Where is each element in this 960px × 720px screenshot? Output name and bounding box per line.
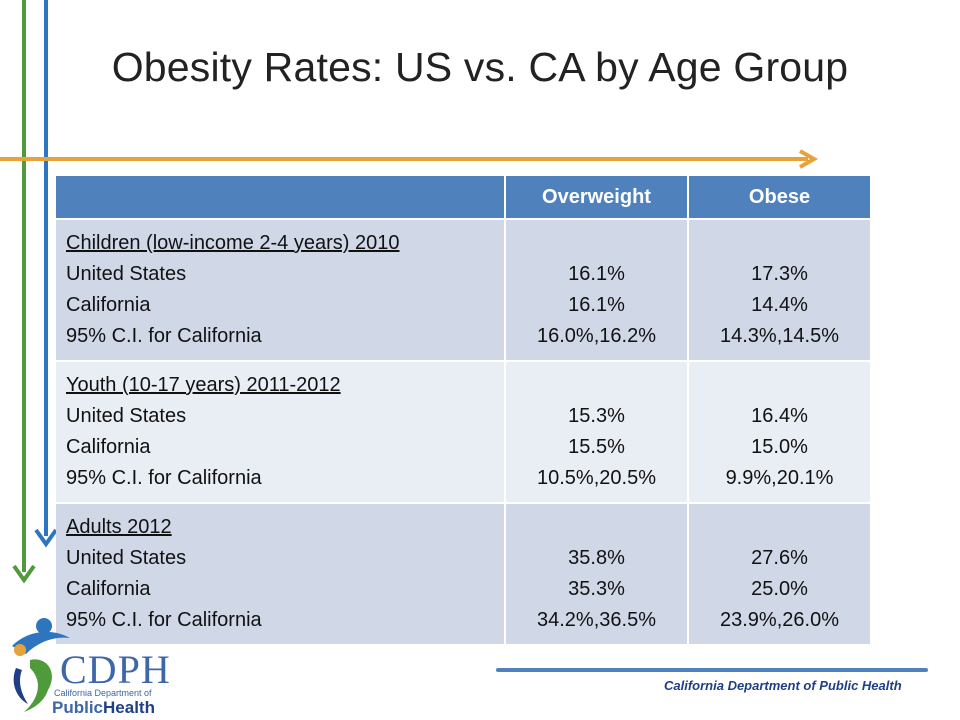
row-label: United States bbox=[66, 263, 187, 285]
row-label: United States bbox=[66, 405, 187, 427]
value: 35.3% bbox=[568, 578, 625, 600]
group-heading: Children (low-income 2-4 years) 2010 bbox=[66, 232, 400, 254]
value: 25.0% bbox=[751, 578, 808, 600]
value: 16.0%,16.2% bbox=[537, 325, 656, 347]
public-health-wordmark: PublicHealth bbox=[52, 698, 155, 718]
obese-cell: 16.4% 15.0% 9.9%,20.1% bbox=[688, 360, 872, 503]
blue-arrow-head bbox=[34, 528, 58, 548]
cdph-wordmark: CDPH bbox=[60, 647, 171, 692]
value: 16.1% bbox=[568, 294, 625, 316]
overweight-cell: 15.3% 15.5% 10.5%,20.5% bbox=[505, 360, 689, 503]
green-arrow-head bbox=[12, 564, 36, 584]
value: 15.5% bbox=[568, 436, 625, 458]
overweight-cell: 35.8% 35.3% 34.2%,36.5% bbox=[505, 502, 689, 644]
row-label: California bbox=[66, 578, 151, 600]
header-blank bbox=[56, 176, 506, 219]
table-row-youth: Youth (10-17 years) 2011-2012 United Sta… bbox=[56, 360, 872, 503]
value: 17.3% bbox=[751, 263, 808, 285]
value: 16.4% bbox=[751, 405, 808, 427]
obese-cell: 27.6% 25.0% 23.9%,26.0% bbox=[688, 502, 872, 644]
value: 14.4% bbox=[751, 294, 808, 316]
row-label-cell: Youth (10-17 years) 2011-2012 United Sta… bbox=[56, 360, 506, 503]
header-obese: Obese bbox=[688, 176, 872, 219]
footer-org-name: California Department of Public Health bbox=[664, 678, 902, 693]
orange-arrow-head bbox=[799, 149, 819, 169]
value: 9.9%,20.1% bbox=[725, 467, 834, 489]
cdph-subtitle: California Department of bbox=[54, 688, 152, 698]
value: 10.5%,20.5% bbox=[537, 467, 656, 489]
table-header-row: Overweight Obese bbox=[56, 176, 872, 219]
row-label: 95% C.I. for California bbox=[66, 609, 262, 631]
value: 15.0% bbox=[751, 436, 808, 458]
row-label: California bbox=[66, 294, 151, 316]
row-label: California bbox=[66, 436, 151, 458]
table-row-adults: Adults 2012 United States California 95%… bbox=[56, 502, 872, 644]
value: 14.3%,14.5% bbox=[720, 325, 839, 347]
value: 35.8% bbox=[568, 547, 625, 569]
value: 16.1% bbox=[568, 263, 625, 285]
value: 15.3% bbox=[568, 405, 625, 427]
public-word: Public bbox=[52, 698, 104, 717]
overweight-cell: 16.1% 16.1% 16.0%,16.2% bbox=[505, 218, 689, 361]
value: 34.2%,36.5% bbox=[537, 609, 656, 631]
health-word: Health bbox=[103, 698, 155, 717]
obesity-table: Overweight Obese Children (low-income 2-… bbox=[56, 176, 872, 644]
value: 27.6% bbox=[751, 547, 808, 569]
table-row-children: Children (low-income 2-4 years) 2010 Uni… bbox=[56, 218, 872, 361]
group-heading: Adults 2012 bbox=[66, 516, 172, 538]
obese-cell: 17.3% 14.4% 14.3%,14.5% bbox=[688, 218, 872, 361]
row-label: 95% C.I. for California bbox=[66, 325, 262, 347]
row-label: 95% C.I. for California bbox=[66, 467, 262, 489]
slide-title: Obesity Rates: US vs. CA by Age Group bbox=[111, 44, 849, 90]
group-heading: Youth (10-17 years) 2011-2012 bbox=[66, 374, 341, 396]
value: 23.9%,26.0% bbox=[720, 609, 839, 631]
row-label-cell: Adults 2012 United States California 95%… bbox=[56, 502, 506, 644]
row-label-cell: Children (low-income 2-4 years) 2010 Uni… bbox=[56, 218, 506, 361]
cdph-logo-figure-icon bbox=[12, 618, 70, 712]
row-label: United States bbox=[66, 547, 187, 569]
header-overweight: Overweight bbox=[505, 176, 689, 219]
footer-divider bbox=[496, 668, 928, 672]
